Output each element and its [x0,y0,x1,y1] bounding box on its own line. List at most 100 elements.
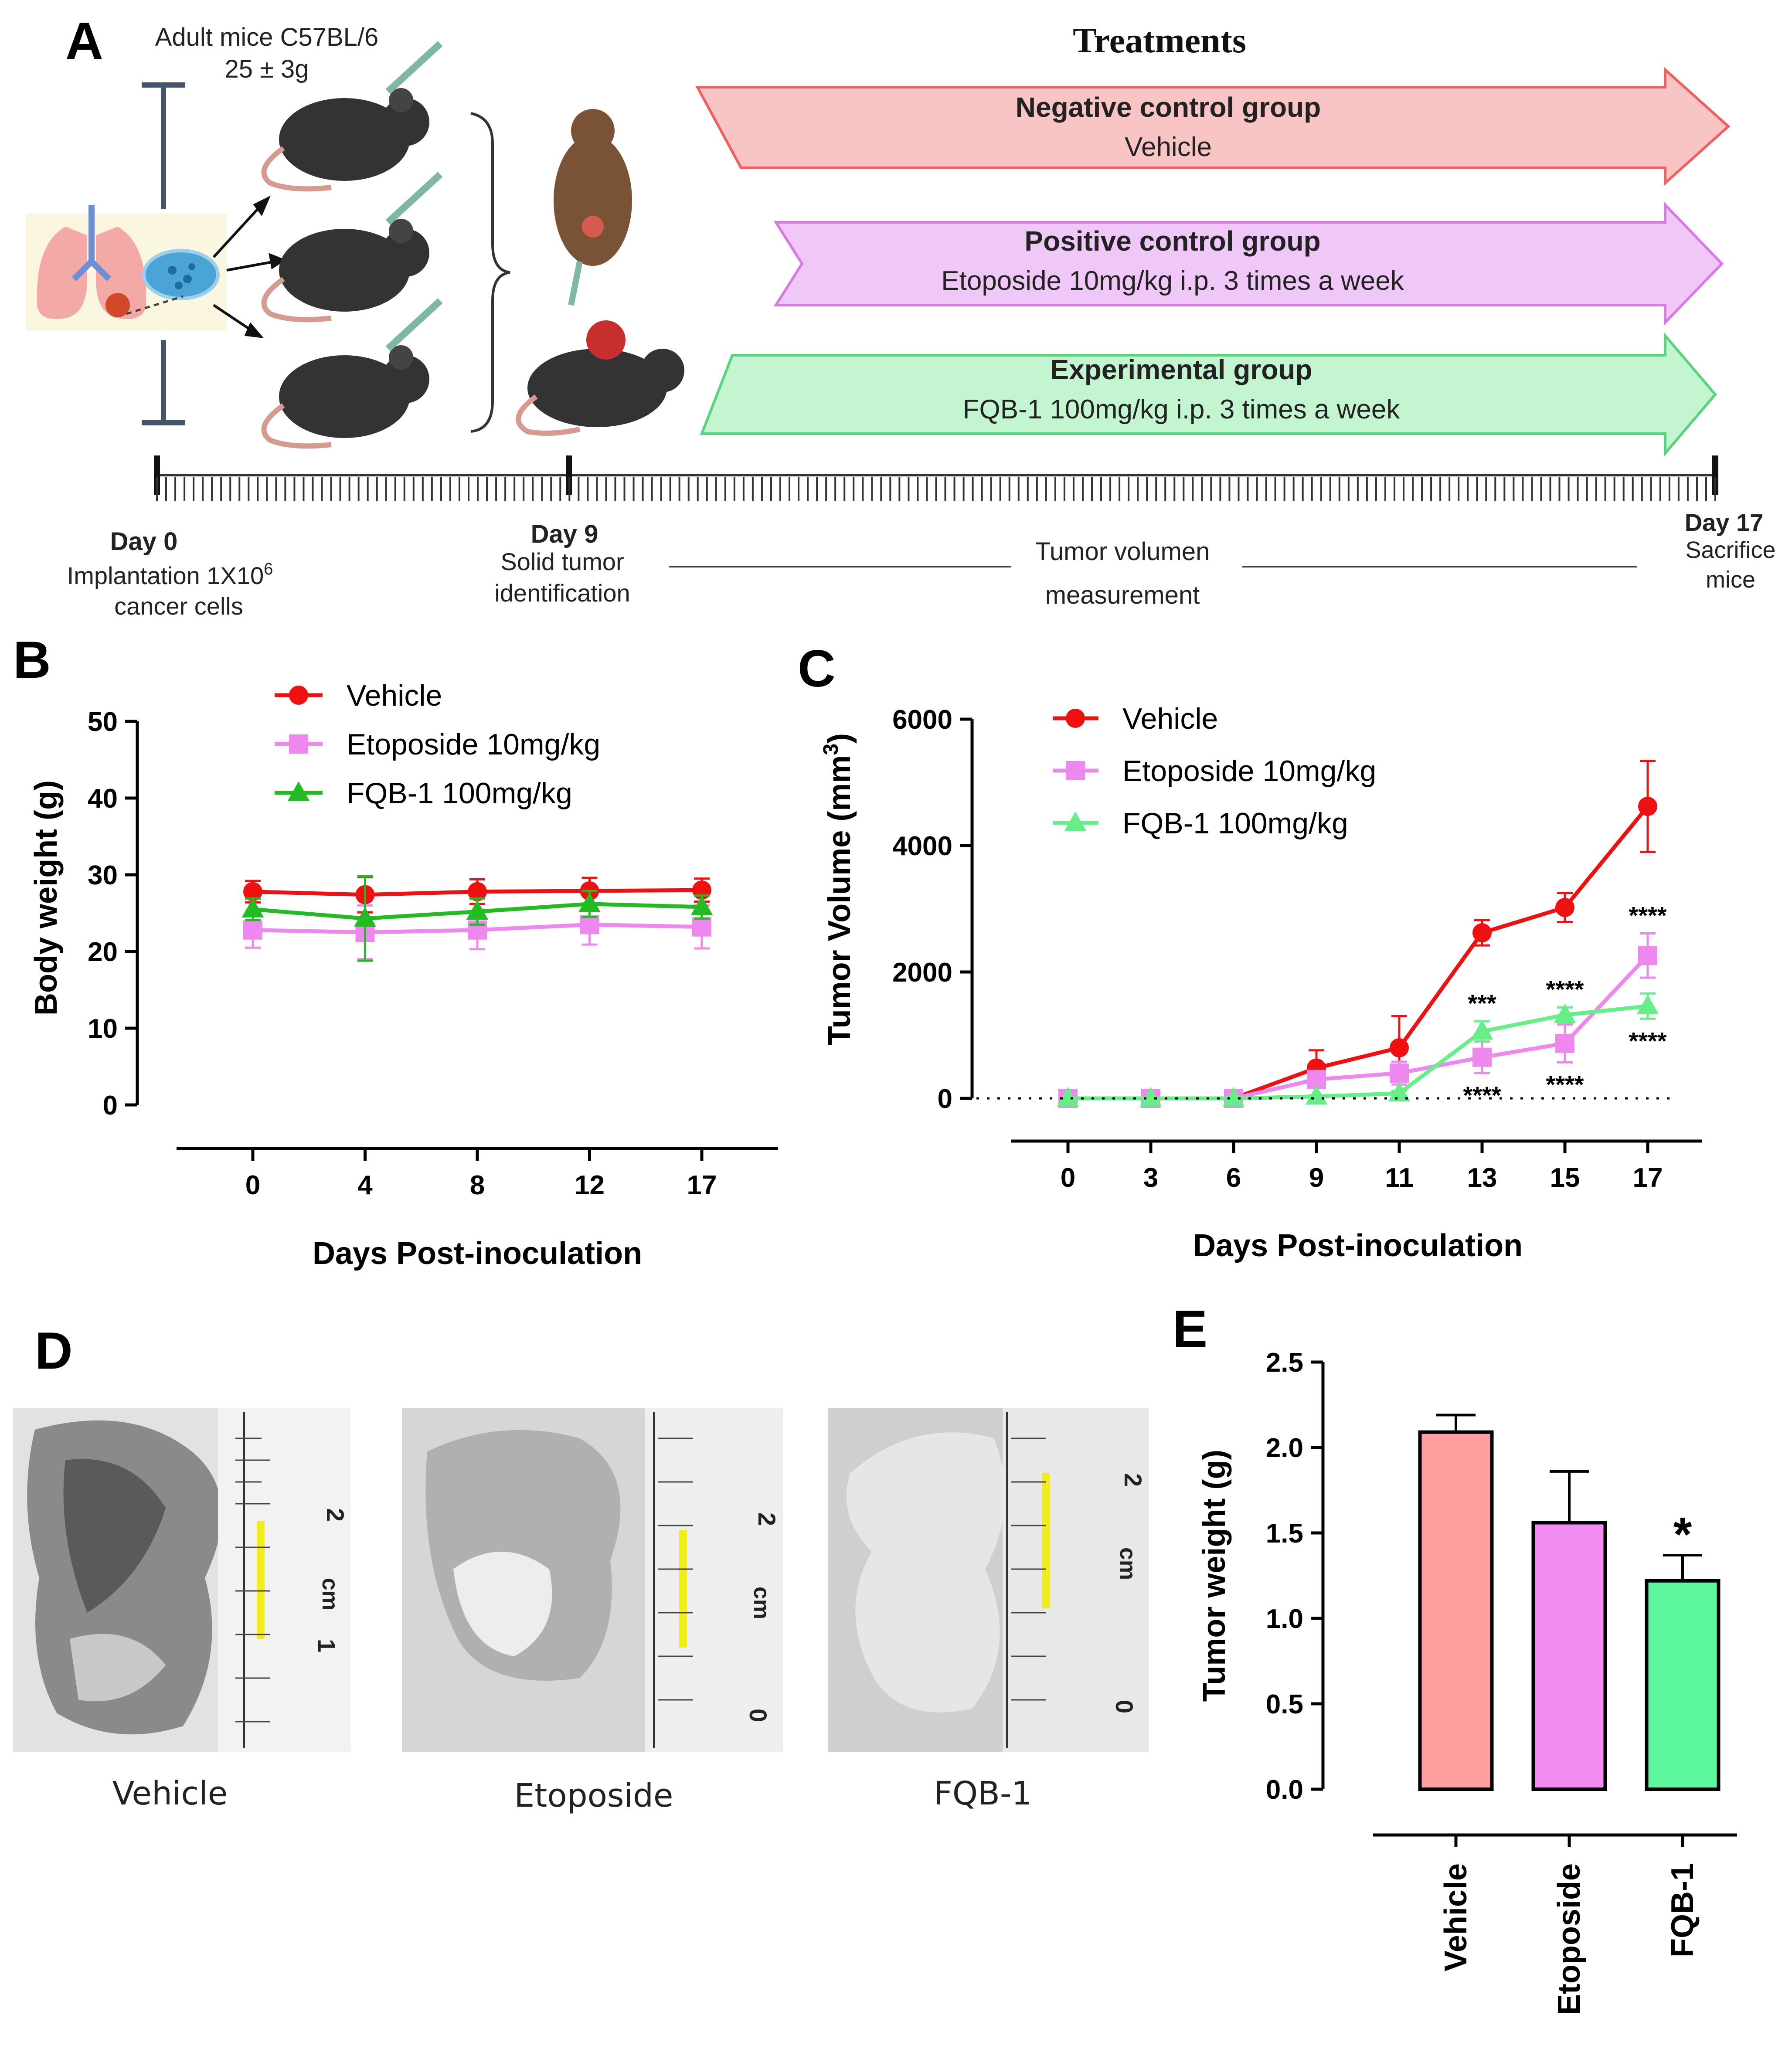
photo-vehicle: 2 cm 1 [13,1408,351,1752]
b-y-tick-label: 30 [88,860,118,890]
c-series-line-2 [1068,1004,1648,1101]
c-x-tick-label: 0 [1061,1163,1075,1193]
timeline-ruler [154,455,1718,501]
negative-control-arrow [695,67,1731,186]
mouse-icon-1 [261,41,443,192]
b-legend-marker-0 [289,686,308,705]
c-legend-marker-2 [1064,811,1087,831]
e-significance-mark: * [1673,1508,1692,1561]
tumor-mouse-bottom-icon [516,320,684,436]
mouse-icons [261,41,443,449]
panel-a-letter: A [65,12,103,70]
experimental-arrow [700,332,1717,457]
ruler-mark-cm-etoposide: cm [749,1587,774,1619]
e-bar-Vehicle [1418,1430,1494,1791]
b-y-tick-label: 10 [88,1014,118,1044]
c-significance-mark: **** [1546,1070,1584,1098]
e-y-axis-title: Tumor weight (g) [1197,1450,1232,1702]
c-point [1472,1047,1492,1067]
e-bar-Etoposide [1531,1521,1607,1791]
c-x-tick-label: 11 [1385,1163,1414,1193]
ruler-mark-cm-fqb1: cm [1115,1547,1140,1580]
c-significance-mark: **** [1629,902,1666,929]
measure-line2: measurement [1045,581,1200,609]
ruler-mark-2-vehicle: 2 [322,1508,349,1522]
ruler-mark-cm-vehicle: cm [317,1578,343,1611]
panel-a: A Adult mice C57BL/6 25 ± 3g [26,12,1776,620]
c-x-tick-label: 6 [1226,1163,1241,1193]
c-x-tick-label: 13 [1467,1163,1497,1193]
caption-etoposide: Etoposide [514,1777,673,1815]
c-point [1390,1038,1409,1057]
e-y-tick-label: 2.0 [1266,1433,1303,1463]
b-point [580,915,599,934]
e-x-tick-label: Vehicle [1438,1863,1473,1971]
day17-line1: Sacrifice [1685,537,1775,563]
c-legend-marker-0 [1066,709,1085,728]
caption-vehicle: Vehicle [112,1775,228,1812]
b-x-tick-label: 17 [687,1170,717,1200]
b-y-axis-title: Body weight (g) [29,780,64,1016]
negative-control-detail: Vehicle [1125,132,1212,162]
e-y-tick-label: 2.5 [1266,1348,1303,1378]
b-legend-marker-1 [289,734,308,754]
c-point [1472,923,1492,943]
b-x-tick-label: 8 [470,1170,485,1200]
b-x-tick-label: 4 [357,1170,373,1200]
experimental-group-detail: FQB-1 100mg/kg i.p. 3 times a week [963,394,1401,425]
c-point [1636,994,1659,1014]
c-point [1638,946,1657,965]
day9-line2: identification [494,579,630,607]
c-point [1471,1019,1493,1040]
b-x-axis-title: Days Post-inoculation [313,1236,642,1271]
b-point [243,920,262,940]
b-y-tick-label: 0 [103,1091,118,1121]
b-legend-marker-2 [287,781,310,801]
mice-weight-label: 25 ± 3g [224,55,309,83]
panel-e-letter: E [1173,1300,1207,1358]
day17-title: Day 17 [1685,509,1764,536]
positive-control-name: Positive control group [1024,225,1320,257]
panel-b-letter: B [13,631,51,689]
c-point [1222,1087,1245,1107]
e-y-tick-label: 0.5 [1266,1689,1303,1719]
b-legend-label-1: Etoposide 10mg/kg [347,728,600,761]
negative-control-name: Negative control group [1016,92,1321,123]
day0-line2: cancer cells [114,592,243,620]
panel-d-letter: D [35,1322,73,1380]
c-significance-mark: **** [1546,975,1584,1003]
tumor-mouse-top-icon [554,109,632,306]
day0-title: Day 0 [110,527,178,556]
c-y-tick-label: 4000 [892,831,952,861]
panel-b-body-weight-chart: B Body weight (g) Days Post-inoculation … [13,631,778,1271]
b-x-tick-label: 0 [245,1170,260,1200]
c-x-tick-label: 17 [1633,1163,1663,1193]
positive-control-arrow [773,201,1724,326]
mouse-icon-2 [261,172,443,323]
positive-control-detail: Etoposide 10mg/kg i.p. 3 times a week [941,266,1404,296]
curly-brace [470,112,510,433]
ruler-mark-0-fqb1: 0 [1111,1700,1138,1713]
c-point [1388,1082,1411,1102]
c-point [1554,1003,1576,1023]
b-point [354,907,376,927]
c-x-tick-label: 3 [1143,1163,1158,1193]
b-point [466,900,489,920]
c-legend-label-2: FQB-1 100mg/kg [1122,807,1348,840]
b-point [578,892,601,912]
c-legend-label-1: Etoposide 10mg/kg [1122,754,1376,788]
mouse-icon-3 [261,298,443,449]
panel-c-letter: C [798,639,836,698]
injection-arrows [212,195,286,338]
c-y-tick-label: 2000 [892,958,952,988]
c-point [1139,1087,1162,1107]
c-significance-mark: **** [1629,1027,1666,1054]
b-point [241,897,264,917]
photo-etoposide: 2 cm 0 [402,1408,783,1752]
mice-strain-label: Adult mice C57BL/6 [155,23,379,51]
b-legend-label-0: Vehicle [347,679,442,712]
panel-d-tumor-photos: D 2 cm 1 Vehicle 2 [13,1322,1149,1815]
ruler-mark-2-fqb1: 2 [1119,1473,1147,1487]
b-point [690,895,713,915]
